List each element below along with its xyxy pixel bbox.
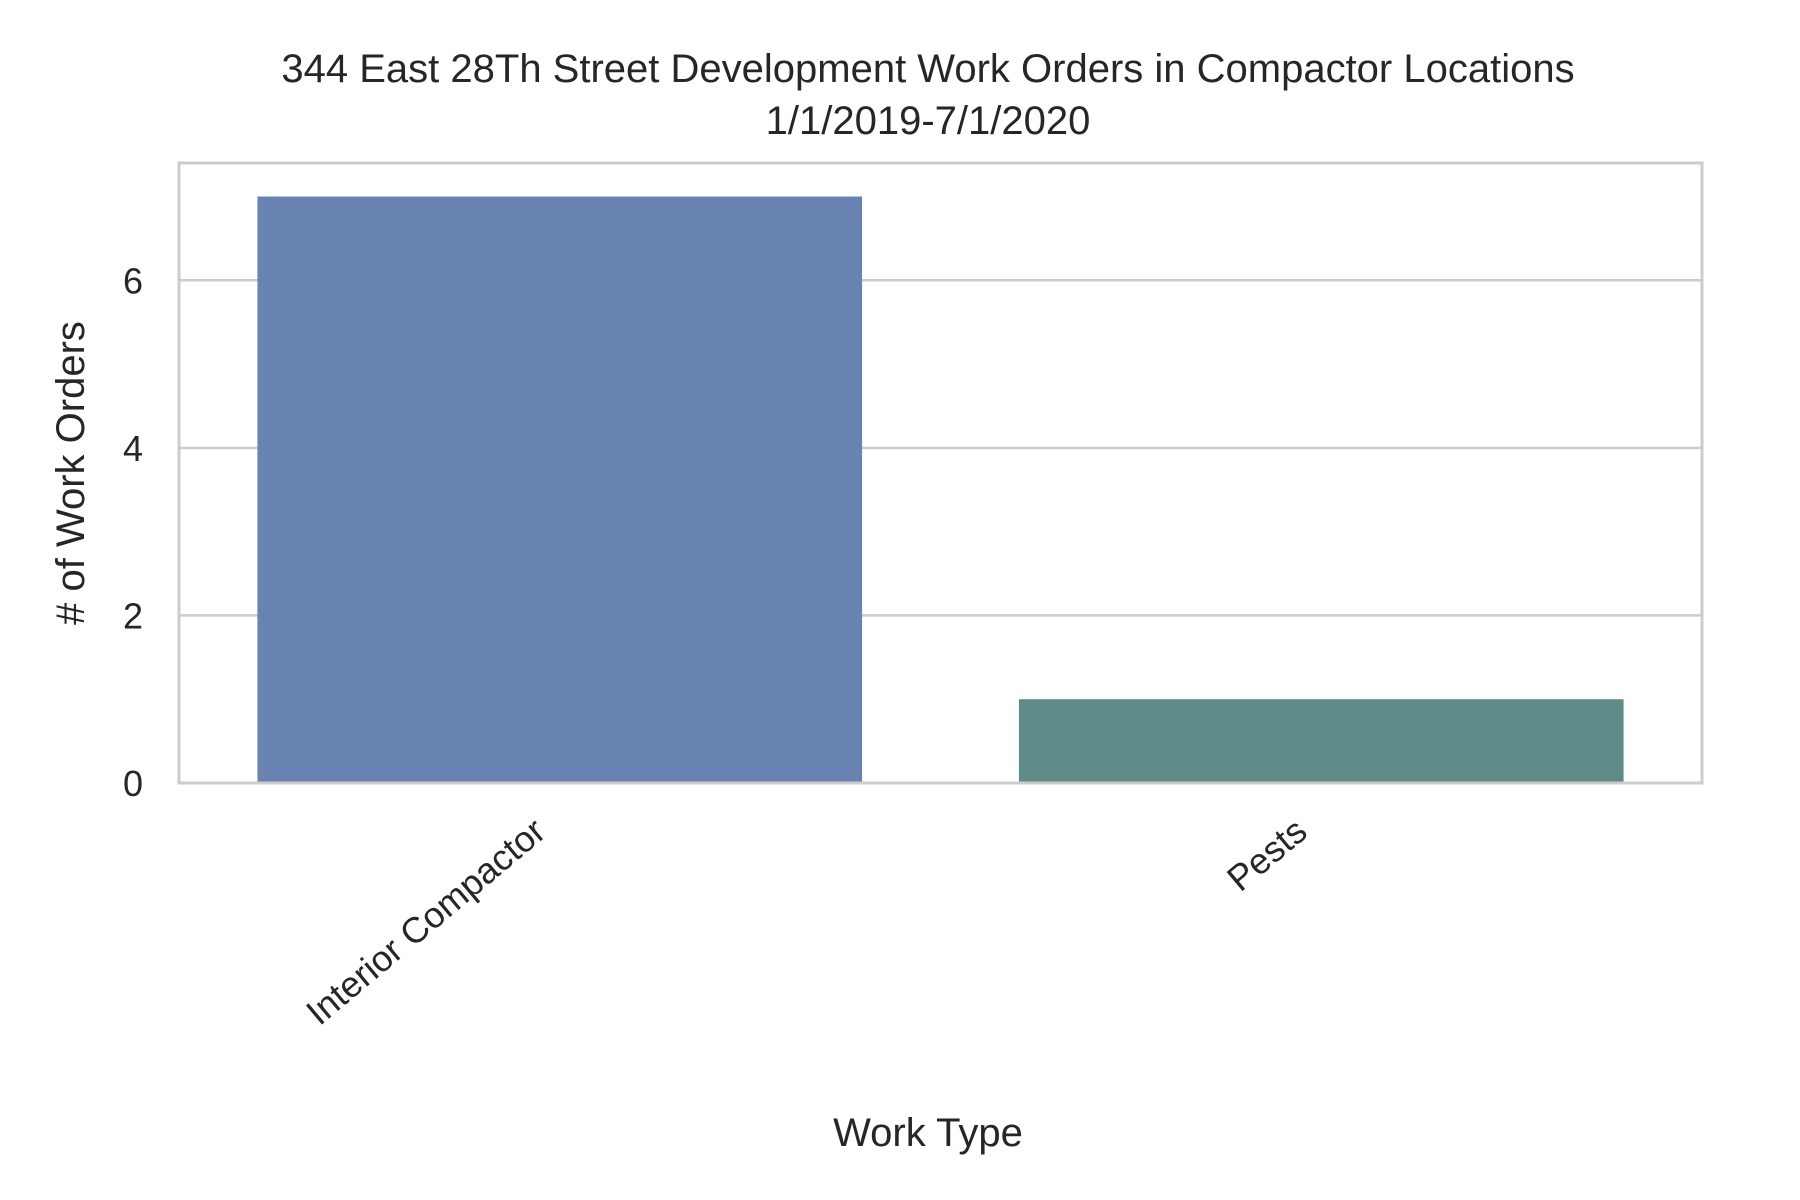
plot-frame	[177, 161, 1704, 785]
bar-interior-compactor	[257, 196, 863, 783]
x-axis-ticks: Interior Compactor Pests	[298, 810, 1314, 1033]
x-axis-label: Work Type	[833, 1111, 1023, 1155]
x-tick-label: Interior Compactor	[298, 810, 553, 1033]
y-tick-label: 0	[123, 763, 143, 804]
bars	[257, 196, 1624, 783]
y-tick-label: 4	[123, 428, 143, 469]
x-tick-label: Pests	[1219, 810, 1314, 899]
y-axis-label: # of Work Orders	[49, 321, 93, 625]
chart-subtitle: 1/1/2019-7/1/2020	[766, 99, 1091, 143]
y-tick-label: 2	[123, 595, 143, 636]
y-axis-ticks: 0 2 4 6	[123, 260, 143, 804]
chart-title: 344 East 28Th Street Development Work Or…	[281, 47, 1574, 91]
bar-pests	[1018, 699, 1624, 783]
y-tick-label: 6	[123, 260, 143, 301]
